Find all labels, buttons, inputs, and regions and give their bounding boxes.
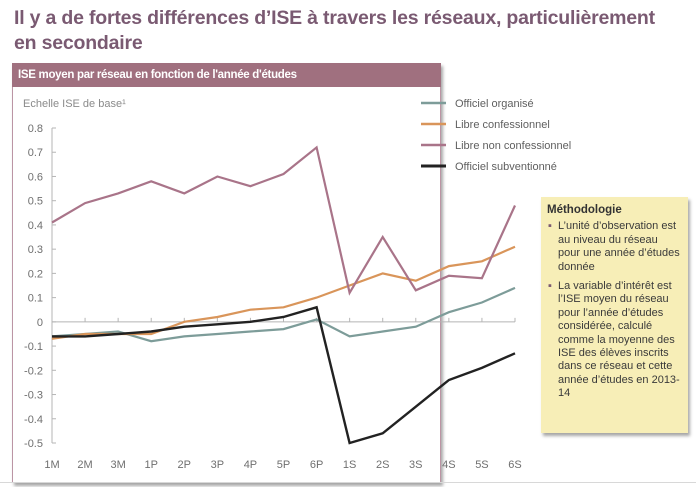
y-tick-label: 0.1: [28, 293, 43, 305]
x-tick-label: 4P: [244, 459, 257, 471]
series-line-officiel-subventionn-: [52, 305, 516, 445]
series-line-libre-confessionnel: [51, 245, 516, 340]
x-tick-label: 4S: [442, 459, 455, 471]
y-tick-label: -0.2: [24, 365, 43, 377]
legend-label: Officiel organisé: [455, 98, 534, 110]
x-tick-label: 1M: [44, 459, 59, 471]
x-tick-label: 3S: [409, 459, 422, 471]
y-tick-label: -0.3: [24, 390, 43, 402]
methodology-item: ▪ L’unité d’observation est au niveau du …: [547, 220, 682, 274]
y-tick-label: 0.8: [28, 123, 43, 135]
chart-axes: 0.8 0.7 0.6 0.5 0.4 0.3 0.2 0.1 0 -0.1 -0.2 -0.3 -0.…: [24, 123, 522, 471]
methodology-title: Méthodologie: [547, 204, 622, 216]
x-tick-label: 2M: [77, 459, 92, 471]
methodology-list: ▪ L’unité d’observation est au niveau du …: [547, 220, 682, 400]
y-tick-label: 0.5: [28, 196, 43, 208]
y-tick-label: -0.1: [24, 341, 43, 353]
y-tick-label: 0.6: [28, 171, 43, 183]
bullet-icon: ▪: [548, 220, 552, 233]
bullet-icon: ▪: [548, 280, 552, 293]
x-tick-label: 6P: [310, 459, 323, 471]
x-tick-label: 2P: [178, 459, 191, 471]
methodology-item-text: L’unité d’observation est au niveau du r…: [558, 220, 680, 273]
legend-label: Libre confessionnel: [455, 119, 550, 131]
y-tick-label: 0.3: [28, 244, 43, 256]
x-tick-label: 5P: [277, 459, 290, 471]
chart-panel: [12, 63, 441, 483]
page-title: Il y a de fortes différences d’ISE à tra…: [14, 7, 655, 54]
x-tick-label: 1P: [144, 459, 157, 471]
methodology-item: ▪ La variable d’intérêt est l’ISE moyen d…: [547, 280, 682, 401]
x-tick-label: 5S: [475, 459, 488, 471]
y-axis-title: Echelle ISE de base¹: [23, 98, 126, 110]
x-tick-label: 1S: [343, 459, 356, 471]
y-tick-label: 0.2: [28, 268, 43, 280]
chart-series: [51, 145, 517, 445]
y-tick-label: 0.4: [28, 220, 43, 232]
methodology-item-text: La variable d’intérêt est l’ISE moyen du…: [558, 280, 680, 400]
chart-panel-header: ISE moyen par réseau en fonction de l'an…: [12, 63, 441, 87]
x-tick-label: 3P: [211, 459, 224, 471]
methodology-box: Méthodologie ▪ L’unité d’observation est …: [541, 197, 688, 433]
y-tick-label: -0.4: [24, 414, 43, 426]
x-tick-label: 2S: [376, 459, 389, 471]
y-tick-label: 0: [37, 317, 43, 329]
chart-legend: Officiel organisé Libre confessionnel Libr…: [421, 98, 571, 173]
legend-label: Officiel subventionné: [455, 161, 557, 173]
y-tick-label: -0.5: [24, 438, 43, 450]
x-tick-label: 3M: [111, 459, 126, 471]
legend-label: Libre non confessionnel: [455, 140, 571, 152]
bottom-divider: [0, 482, 696, 483]
series-line-libre-non-confessionnel: [51, 145, 517, 296]
x-tick-label: 6S: [508, 459, 521, 471]
y-tick-label: 0.7: [28, 147, 43, 159]
